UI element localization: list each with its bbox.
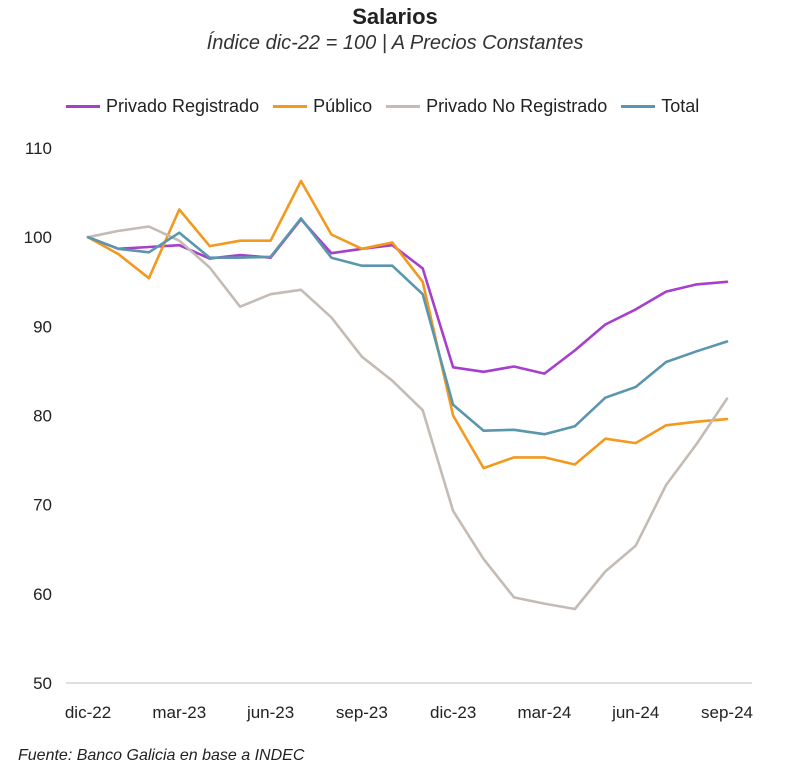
- y-tick-label: 60: [33, 585, 52, 604]
- x-tick-label: dic-23: [430, 703, 476, 722]
- legend-label-publico: Público: [313, 96, 373, 116]
- legend-swatch-privado-registrado: [66, 105, 100, 108]
- legend-item-privado-registrado: Privado Registrado: [66, 96, 259, 117]
- x-tick-label: mar-24: [517, 703, 571, 722]
- y-tick-label: 90: [33, 317, 52, 336]
- y-tick-label: 70: [33, 496, 52, 515]
- chart-legend: Privado Registrado Público Privado No Re…: [66, 96, 713, 117]
- y-tick-label: 100: [24, 228, 52, 247]
- legend-label-total: Total: [661, 96, 700, 116]
- line-chart: 50 60 70 80 90 100 110 dic-22 mar-23 jun-23 sep-2…: [24, 139, 753, 722]
- legend-item-privado-no-registrado: Privado No Registrado: [386, 96, 607, 117]
- legend-swatch-privado-no-registrado: [386, 105, 421, 108]
- series-line-total: [86, 217, 729, 436]
- y-axis-labels: 50 60 70 80 90 100 110: [24, 139, 52, 693]
- legend-item-publico: Público: [273, 96, 372, 117]
- x-axis-labels: dic-22 mar-23 jun-23 sep-23 dic-23 mar-24 jun-…: [65, 703, 753, 722]
- x-tick-label: jun-24: [611, 703, 659, 722]
- x-tick-label: dic-22: [65, 703, 111, 722]
- legend-item-total: Total: [621, 96, 699, 117]
- y-tick-label: 80: [33, 407, 52, 426]
- legend-swatch-publico: [273, 105, 308, 108]
- x-tick-label: sep-24: [701, 703, 753, 722]
- series-line-privado-registrado: [86, 218, 729, 375]
- chart-subtitle: Índice dic-22 = 100 | A Precios Constant…: [206, 32, 584, 54]
- legend-swatch-total: [621, 105, 656, 108]
- x-tick-label: jun-23: [246, 703, 294, 722]
- series-lines: [86, 179, 729, 611]
- y-tick-label: 50: [33, 674, 52, 693]
- y-tick-label: 110: [25, 139, 52, 158]
- chart-title: Salarios: [352, 4, 438, 29]
- x-tick-label: mar-23: [152, 703, 206, 722]
- series-line-privado-no-registrado: [86, 225, 729, 611]
- source-note: Fuente: Banco Galicia en base a INDEC: [18, 747, 305, 764]
- series-line-publico: [86, 179, 729, 470]
- x-tick-label: sep-23: [336, 703, 388, 722]
- legend-label-privado-no-registrado: Privado No Registrado: [426, 96, 608, 116]
- legend-label-privado-registrado: Privado Registrado: [106, 96, 260, 116]
